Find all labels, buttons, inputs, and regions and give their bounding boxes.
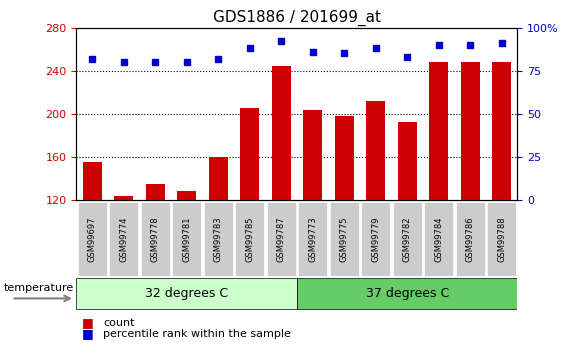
Text: GSM99783: GSM99783 bbox=[213, 216, 223, 262]
Text: ■: ■ bbox=[82, 316, 94, 329]
Bar bbox=[335, 116, 353, 200]
Text: GSM99784: GSM99784 bbox=[434, 216, 443, 262]
Bar bbox=[240, 108, 259, 200]
FancyBboxPatch shape bbox=[424, 201, 453, 276]
Text: GSM99773: GSM99773 bbox=[308, 216, 317, 262]
FancyBboxPatch shape bbox=[203, 201, 233, 276]
Bar bbox=[209, 157, 228, 200]
FancyBboxPatch shape bbox=[487, 201, 516, 276]
Text: GSM99781: GSM99781 bbox=[182, 216, 191, 262]
Text: GSM99782: GSM99782 bbox=[403, 216, 412, 262]
FancyBboxPatch shape bbox=[267, 201, 296, 276]
Text: GSM99775: GSM99775 bbox=[340, 216, 349, 262]
Bar bbox=[303, 110, 322, 200]
FancyBboxPatch shape bbox=[172, 201, 201, 276]
FancyBboxPatch shape bbox=[76, 278, 297, 309]
Title: GDS1886 / 201699_at: GDS1886 / 201699_at bbox=[213, 10, 381, 26]
FancyBboxPatch shape bbox=[393, 201, 422, 276]
FancyBboxPatch shape bbox=[297, 278, 517, 309]
Text: GSM99697: GSM99697 bbox=[88, 216, 96, 262]
Text: GSM99779: GSM99779 bbox=[371, 216, 380, 262]
Bar bbox=[83, 162, 102, 200]
Text: 32 degrees C: 32 degrees C bbox=[145, 287, 228, 300]
FancyBboxPatch shape bbox=[141, 201, 170, 276]
Text: GSM99786: GSM99786 bbox=[466, 216, 475, 262]
Bar bbox=[366, 101, 385, 200]
Text: GSM99778: GSM99778 bbox=[151, 216, 160, 262]
Text: 37 degrees C: 37 degrees C bbox=[366, 287, 449, 300]
Bar bbox=[177, 191, 196, 200]
Text: GSM99785: GSM99785 bbox=[245, 216, 254, 262]
Text: temperature: temperature bbox=[4, 283, 74, 293]
Bar bbox=[397, 122, 417, 200]
Text: GSM99788: GSM99788 bbox=[497, 216, 506, 262]
Text: percentile rank within the sample: percentile rank within the sample bbox=[103, 329, 291, 339]
FancyBboxPatch shape bbox=[456, 201, 485, 276]
FancyBboxPatch shape bbox=[330, 201, 359, 276]
Bar bbox=[492, 62, 511, 200]
Bar bbox=[114, 196, 133, 200]
Text: GSM99787: GSM99787 bbox=[277, 216, 286, 262]
FancyBboxPatch shape bbox=[235, 201, 264, 276]
FancyBboxPatch shape bbox=[298, 201, 327, 276]
FancyBboxPatch shape bbox=[361, 201, 390, 276]
Bar bbox=[272, 66, 290, 200]
FancyBboxPatch shape bbox=[109, 201, 138, 276]
FancyBboxPatch shape bbox=[78, 201, 106, 276]
Text: count: count bbox=[103, 318, 135, 327]
Bar bbox=[461, 62, 480, 200]
Bar bbox=[429, 62, 448, 200]
Bar bbox=[146, 184, 165, 200]
Text: GSM99774: GSM99774 bbox=[119, 216, 128, 262]
Text: ■: ■ bbox=[82, 327, 94, 341]
